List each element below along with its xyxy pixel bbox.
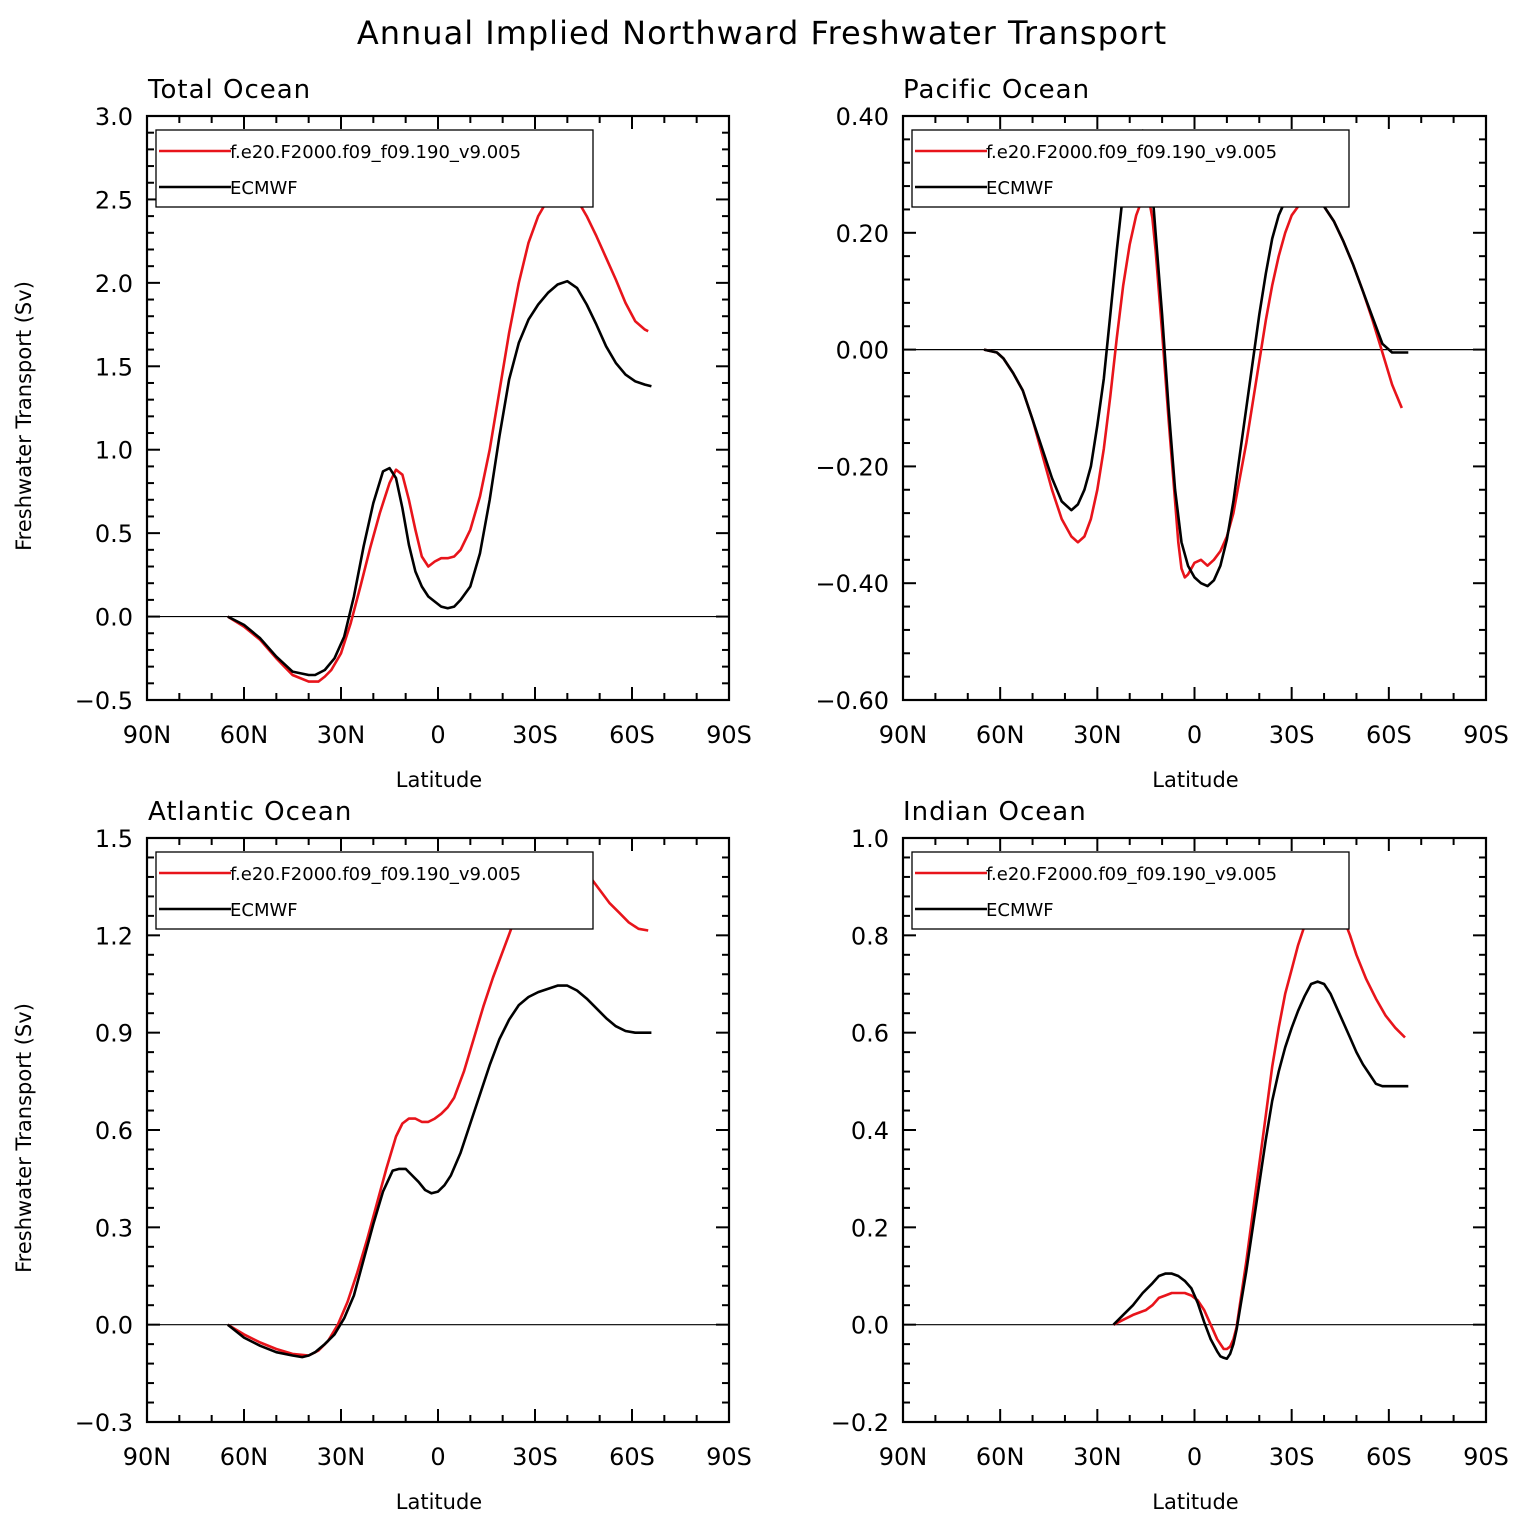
y-tick-label: −0.5	[75, 687, 133, 715]
x-tick-label: 60N	[976, 721, 1025, 749]
x-tick-label: 60N	[220, 1443, 269, 1471]
panel-indian-ocean: Indian Ocean 90N 60N 30N 0 30S 60S 90S −0.2 0.0 0…	[831, 797, 1509, 1514]
legend-label: f.e20.F2000.f09_f09.190_v9.005	[986, 864, 1277, 885]
series-line-ecmwf	[227, 279, 652, 677]
x-tick-label: 90N	[879, 721, 928, 749]
x-tick-label: 30S	[512, 721, 558, 749]
series-line-model	[227, 189, 649, 683]
x-tick-label: 90S	[1463, 721, 1509, 749]
x-tick-label: 30S	[1269, 1443, 1315, 1471]
y-tick-label: 1.0	[95, 437, 133, 465]
legend-box	[911, 129, 1350, 208]
series-line-ecmwf	[226, 984, 652, 1359]
y-tick-label: 0.9	[95, 1020, 133, 1048]
legend-box	[911, 851, 1350, 930]
y-tick-label: 0.0	[851, 1312, 889, 1340]
x-tick-label: 90N	[123, 1443, 172, 1471]
y-tick-label: 0.2	[851, 1214, 889, 1242]
panel-title: Indian Ocean	[903, 797, 1087, 827]
panel-pacific-ocean: Pacific Ocean 90N 60N 30N 0 30S 60S 90S −0.60 −0…	[815, 75, 1508, 792]
legend: f.e20.F2000.f09_f09.190_v9.005 ECMWF	[911, 851, 1350, 930]
series-line-model	[983, 193, 1404, 579]
y-tick-label: 0.6	[95, 1117, 133, 1145]
y-tick-label: 1.0	[851, 825, 889, 853]
y-tick-label: 0.8	[851, 922, 889, 950]
panel-total-ocean: Total Ocean 90N 60N 30N 0 30S 60S 90S −0.5 0.0 0.…	[12, 75, 752, 792]
y-tick-label: 0.3	[95, 1214, 133, 1242]
x-tick-label: 90N	[879, 1443, 928, 1471]
figure-title: Annual Implied Northward Freshwater Tran…	[357, 14, 1167, 52]
x-tick-label: 30S	[1269, 721, 1315, 749]
x-tick-label: 30N	[317, 721, 366, 749]
y-tick-label: 0.6	[851, 1020, 889, 1048]
y-tick-label: 0.4	[851, 1117, 889, 1145]
panel-title: Atlantic Ocean	[148, 797, 352, 827]
y-tick-label: 2.5	[95, 186, 133, 214]
y-tick-label: 0.5	[95, 520, 133, 548]
x-tick-label: 60S	[1366, 1443, 1412, 1471]
legend-label: ECMWF	[986, 178, 1054, 199]
x-tick-label: 30N	[317, 1443, 366, 1471]
legend-label: ECMWF	[230, 178, 298, 199]
legend-label: f.e20.F2000.f09_f09.190_v9.005	[986, 142, 1277, 163]
x-tick-label: 60S	[1366, 721, 1412, 749]
x-tick-label: 0	[430, 1443, 445, 1471]
x-axis-label: Latitude	[1152, 768, 1238, 792]
y-tick-label: 2.0	[95, 270, 133, 298]
legend-label: f.e20.F2000.f09_f09.190_v9.005	[230, 864, 521, 885]
y-tick-label: −0.3	[75, 1409, 133, 1437]
legend-box	[155, 851, 594, 930]
x-tick-label: 60N	[976, 1443, 1025, 1471]
x-axis-label: Latitude	[1152, 1490, 1238, 1514]
x-axis-label: Latitude	[396, 1490, 482, 1514]
y-tick-label: 0.00	[836, 337, 889, 365]
x-tick-label: 30S	[512, 1443, 558, 1471]
y-tick-label: 1.5	[95, 825, 133, 853]
y-axis-label: Freshwater Transport (Sv)	[12, 1003, 36, 1273]
x-tick-label: 0	[430, 721, 445, 749]
panel-title: Total Ocean	[147, 75, 311, 105]
x-axis-label: Latitude	[396, 768, 482, 792]
x-tick-label: 60N	[220, 721, 269, 749]
y-axis-label: Freshwater Transport (Sv)	[12, 281, 36, 551]
series-line-ecmwf	[1112, 980, 1409, 1360]
legend: f.e20.F2000.f09_f09.190_v9.005 ECMWF	[155, 129, 594, 208]
legend-label: f.e20.F2000.f09_f09.190_v9.005	[230, 142, 521, 163]
x-tick-label: 0	[1187, 721, 1202, 749]
x-tick-label: 90S	[706, 721, 752, 749]
y-tick-label: 1.5	[95, 353, 133, 381]
x-tick-label: 30N	[1073, 721, 1122, 749]
x-tick-label: 0	[1187, 1443, 1202, 1471]
y-tick-label: 0.20	[836, 220, 889, 248]
y-tick-label: 1.2	[95, 922, 133, 950]
panel-title: Pacific Ocean	[903, 75, 1090, 105]
legend-label: ECMWF	[986, 900, 1054, 921]
x-tick-label: 90S	[1463, 1443, 1509, 1471]
legend: f.e20.F2000.f09_f09.190_v9.005 ECMWF	[911, 129, 1350, 208]
x-tick-label: 60S	[609, 1443, 655, 1471]
y-tick-label: 0.40	[836, 103, 889, 131]
y-tick-label: −0.20	[815, 453, 889, 481]
x-tick-label: 60S	[609, 721, 655, 749]
series-line-model	[227, 860, 649, 1357]
legend-box	[155, 129, 594, 208]
x-tick-label: 90N	[123, 721, 172, 749]
x-tick-label: 30N	[1073, 1443, 1122, 1471]
y-tick-label: 0.0	[95, 604, 133, 632]
y-tick-label: −0.2	[831, 1409, 889, 1437]
y-tick-label: 0.0	[95, 1312, 133, 1340]
legend: f.e20.F2000.f09_f09.190_v9.005 ECMWF	[155, 851, 594, 930]
legend-label: ECMWF	[230, 900, 298, 921]
y-tick-label: 3.0	[95, 103, 133, 131]
series-line-model	[1112, 895, 1406, 1351]
x-tick-label: 90S	[706, 1443, 752, 1471]
panel-atlantic-ocean: Atlantic Ocean 90N 60N 30N 0 30S 60S 90S −0.3 0.…	[12, 797, 752, 1514]
y-tick-label: −0.40	[815, 570, 889, 598]
y-tick-label: −0.60	[815, 687, 889, 715]
